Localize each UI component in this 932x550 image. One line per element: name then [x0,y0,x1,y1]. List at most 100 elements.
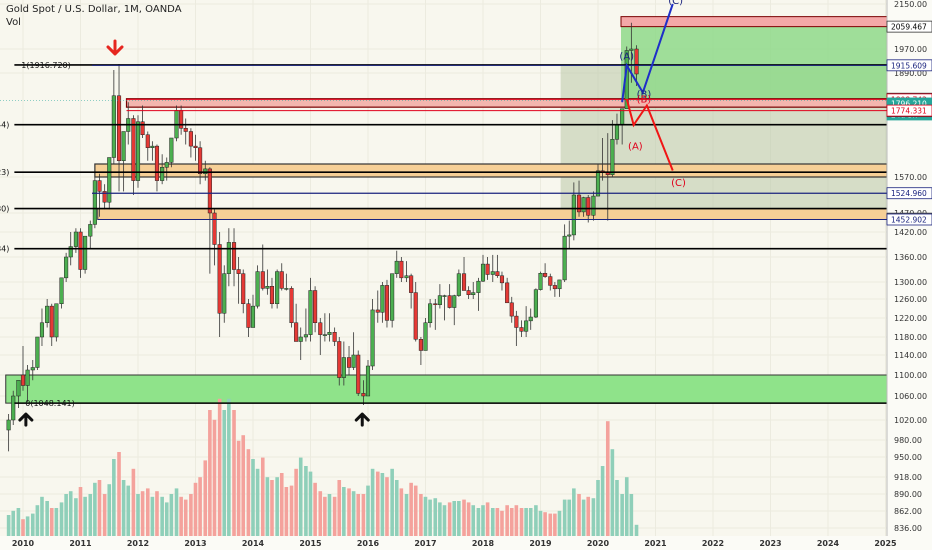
volume-bar [366,485,370,536]
candle-body [45,305,50,323]
candle-body [260,271,265,289]
candle-body [92,180,97,225]
candle-body [586,197,591,216]
price-tag-label: 1774.331 [891,107,927,116]
y-tick-label: 1300.00 [894,278,927,287]
candle-body [571,194,576,236]
volume-bar [21,519,25,536]
candle-body [499,275,505,284]
volume-bar [145,488,150,536]
candle-body [456,273,461,296]
volume-bar [557,510,562,536]
x-tick-label: 2021 [644,539,667,548]
candle-body [327,332,332,335]
volume-bar [481,505,485,536]
price-tag-box [886,213,932,226]
volume-bar [265,477,270,536]
volume-bar [581,499,586,536]
candle-body [437,295,442,305]
zone-fib-618 [94,163,888,178]
candle-body [384,285,390,321]
candle-body [433,303,438,305]
volume-bar [586,496,591,536]
candle-body [198,147,203,174]
x-tick-label: 2023 [759,539,781,548]
volume-bar [562,499,567,536]
candle-body [135,121,141,181]
arrow-down-icon [106,39,124,56]
candle-body [203,168,208,174]
volume-bar [227,398,231,536]
red-wave-path [625,98,674,171]
price-tag-label: 1915.609 [891,61,927,70]
candle-body [217,244,222,314]
volume-bar [419,494,423,536]
volume-bar [620,494,624,536]
y-tick-label: 1420.00 [894,228,927,237]
blue-wave-path [621,3,674,103]
candle-body [552,285,557,290]
candle-body [423,322,428,351]
volume-bar [179,496,183,536]
volume-bar [442,505,447,536]
volume-bar [433,498,438,536]
volume-bar [447,502,452,536]
candle-body [538,273,543,290]
volume-bar [117,452,121,536]
candle-body [543,273,548,277]
volume-bar [49,508,54,536]
zone-support [5,374,888,404]
x-tick-label: 2025 [874,539,897,548]
volume-bar [35,505,40,536]
candle-body [548,276,553,286]
price-tag: 1452.902 [886,213,932,226]
price-tag-label: 1524.960 [891,189,927,198]
candle-body [394,260,399,274]
candle-body [294,322,299,342]
candle-body [490,271,495,275]
volume-bar [519,508,524,536]
y-tick-label: 1260.00 [894,295,927,304]
volume-bar [222,410,227,536]
candle-body [269,286,275,304]
candle-body [121,131,126,161]
x-tick-label: 2019 [529,539,552,548]
volume-bar [59,502,64,536]
price-tag-box [886,20,932,33]
fib-label: 0(1048.141) [25,399,75,408]
candle-body [289,288,294,323]
volume-bar [390,468,394,536]
candle-body [231,242,237,270]
candle-body [519,327,524,332]
candle-body [25,369,30,386]
candle-body [255,271,260,307]
candle-body [102,191,107,203]
candle-body [83,235,88,270]
volume-bar [490,508,495,536]
volume-bar [514,505,519,536]
candle-body [514,315,519,328]
candle-body [576,194,582,213]
volume-bar [548,513,553,536]
x-tick-label: 2011 [69,539,92,548]
vol-label: Vol [6,17,21,28]
candle-body [313,290,318,323]
volume-bar [88,494,93,536]
candle-body [351,354,356,368]
volume-bar [567,499,572,536]
candle-body [20,374,26,386]
y-tick-label: 950.00 [894,453,922,462]
candle-body [246,303,251,328]
y-tick-label: 1360.00 [894,253,927,262]
candle-body [356,354,361,394]
price-tag-box [886,104,932,117]
y-tick-label: 836.00 [894,524,922,533]
candle-body [279,271,284,289]
price-tag-label: 2059.467 [891,23,927,32]
volume-bar [452,501,457,536]
candle-body [212,212,217,245]
volume-bar [370,468,375,536]
x-tick-label: 2013 [184,539,206,548]
y-tick-label: 1570.00 [894,173,927,182]
